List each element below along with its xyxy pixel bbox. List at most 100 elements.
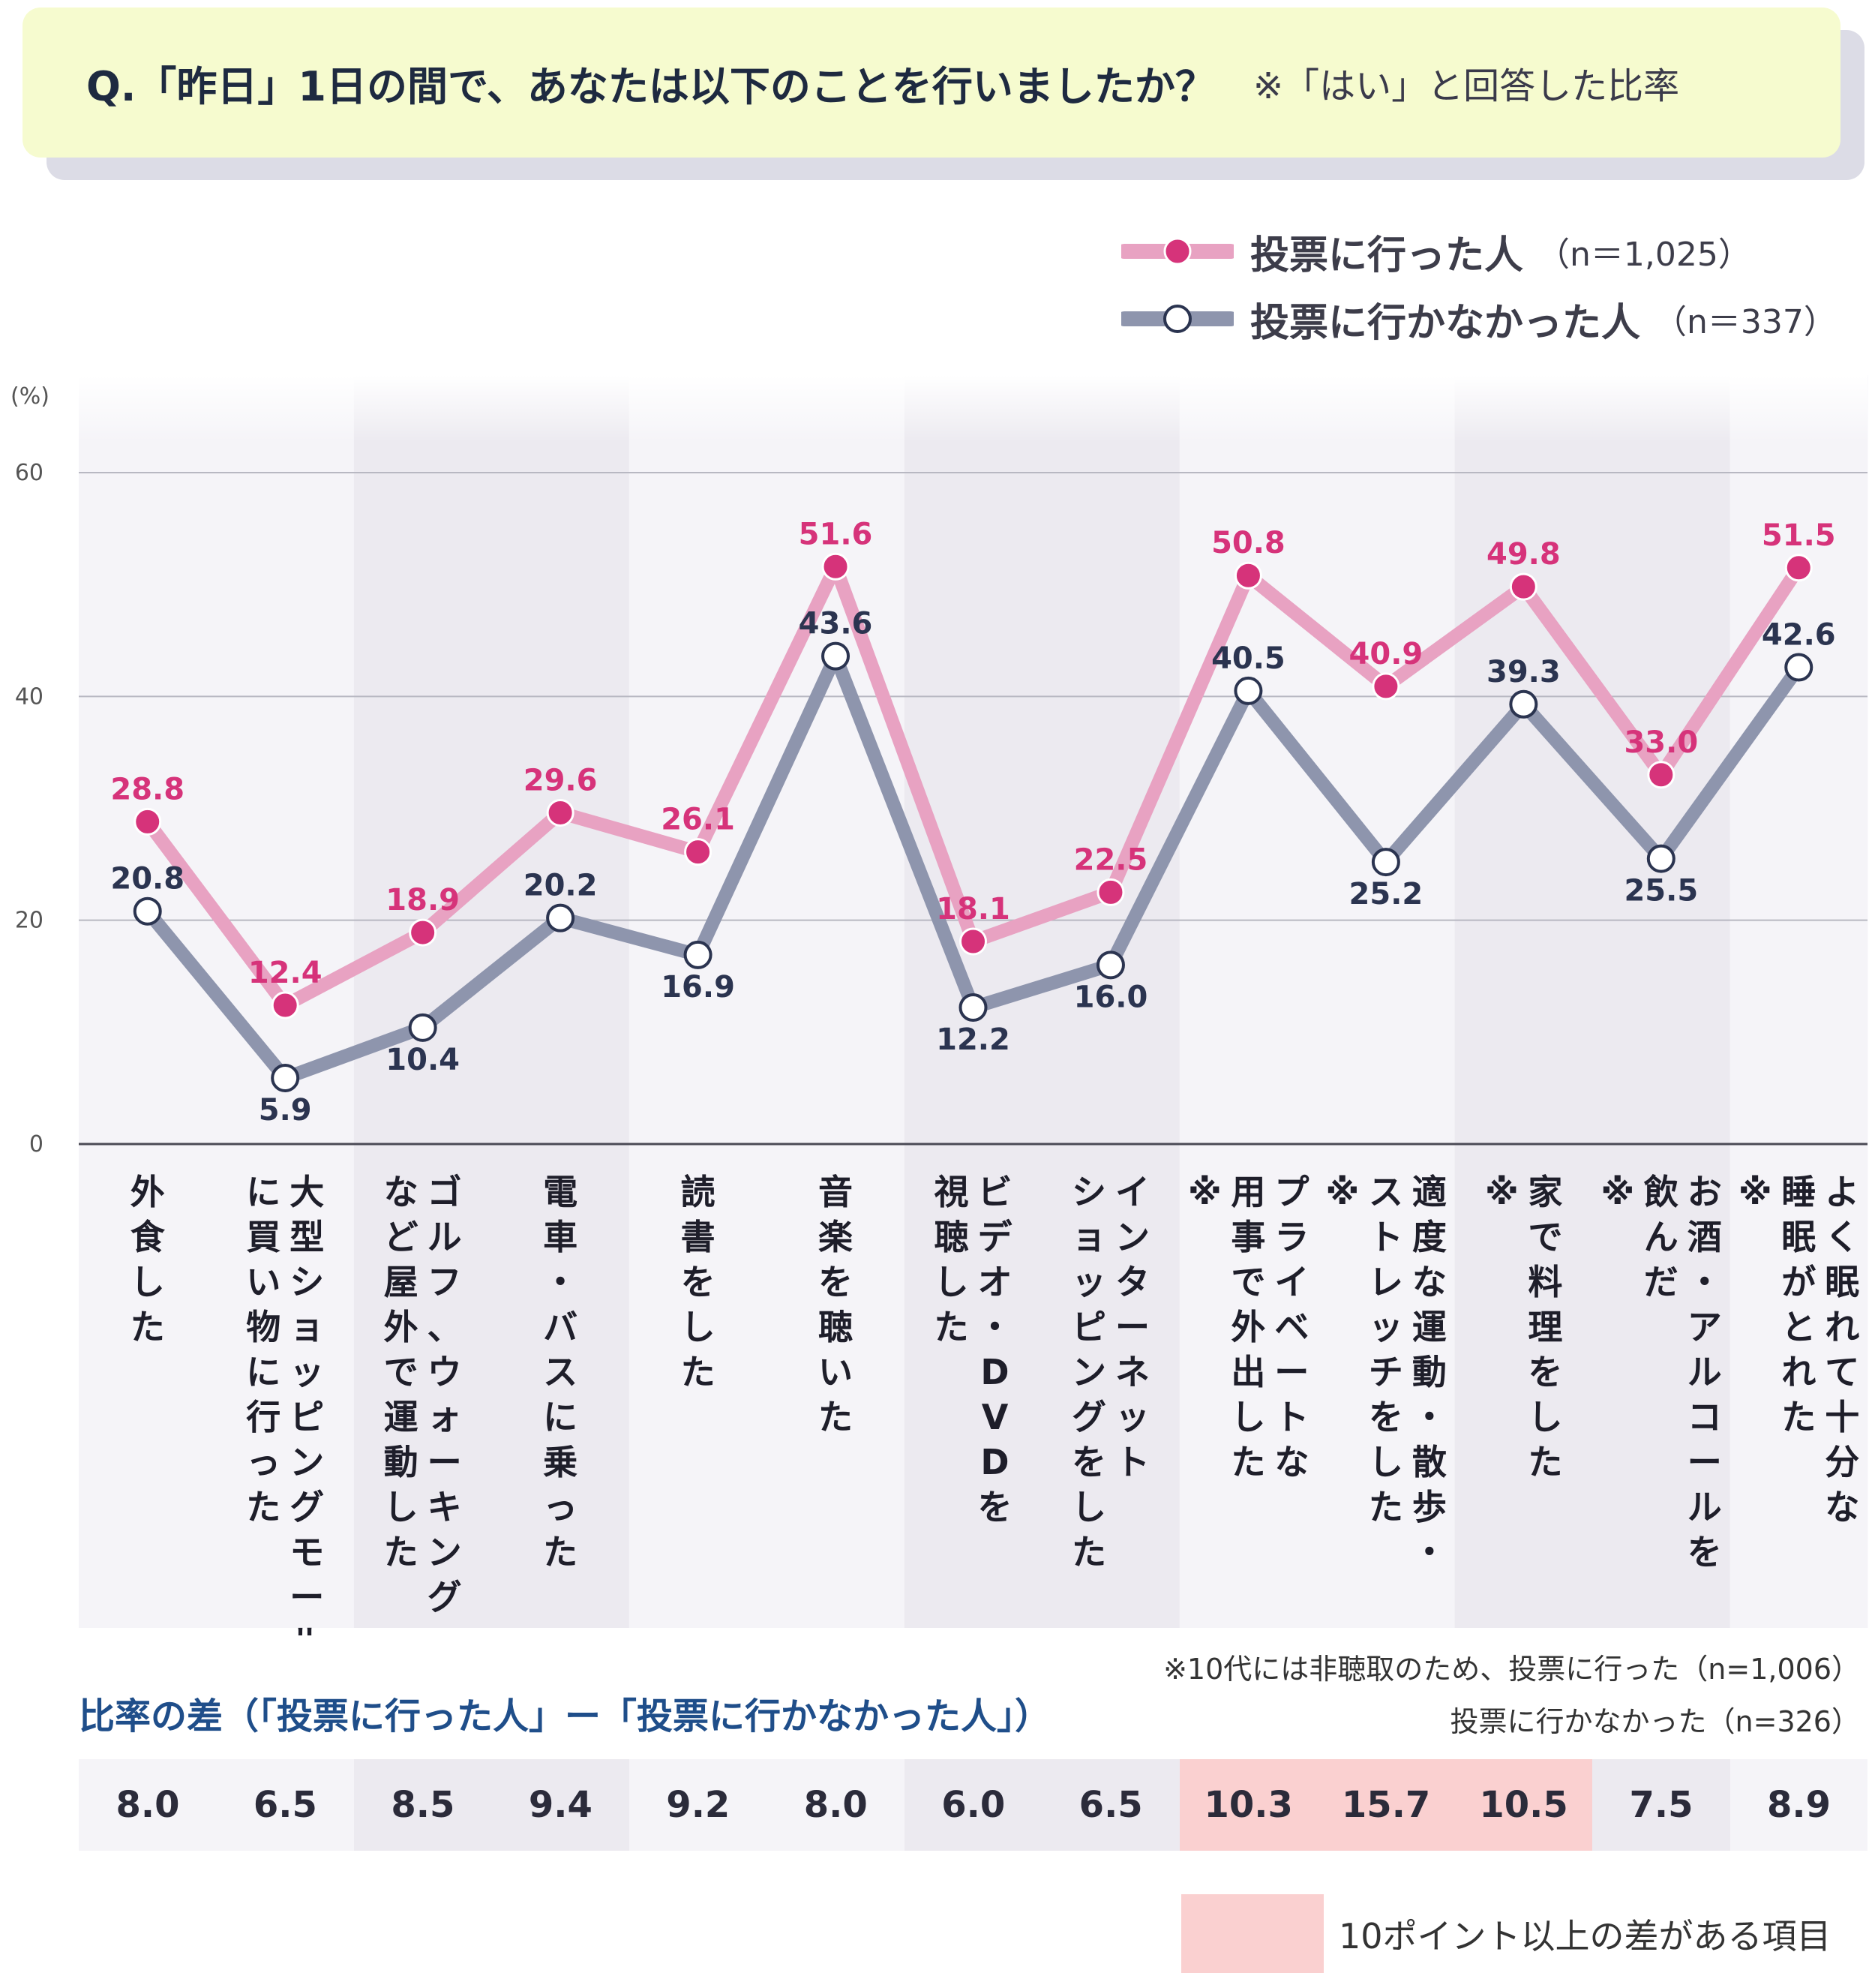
category-label-char: ウ (428, 1352, 462, 1392)
category-label-char: ト (1369, 1217, 1403, 1257)
data-label-voted: 12.4 (248, 956, 322, 990)
category-label-char: 運 (384, 1397, 418, 1437)
category-label-char: っ (246, 1442, 280, 1482)
difference-cell: 7.5 (1592, 1759, 1731, 1851)
category-label-char: た (384, 1532, 418, 1572)
category-label-char: 飲 (1644, 1172, 1679, 1212)
category-label-char: ど (384, 1217, 418, 1257)
category-label-char: ル (290, 1622, 324, 1635)
category-label-char: ー (1688, 1442, 1722, 1482)
difference-cell: 6.5 (1042, 1759, 1180, 1851)
category-label-char: お (1688, 1172, 1722, 1212)
category-label-char: コ (1688, 1397, 1722, 1437)
category-label-char: グ (1072, 1397, 1106, 1437)
difference-cell: 8.0 (79, 1759, 217, 1851)
category-label-char: シ (290, 1262, 324, 1302)
category-label-char: し (1369, 1442, 1403, 1482)
difference-cell: 8.9 (1730, 1759, 1868, 1851)
category-label-char: な (1825, 1487, 1859, 1527)
footnote: ※10代には非聴取のため、投票に行った（n=1,006） 投票に行かなかった（n… (1163, 1643, 1860, 1748)
category-label-char: タ (1115, 1262, 1150, 1302)
marker-not-voted (271, 1063, 300, 1092)
marker-not-voted (683, 940, 712, 969)
category-label-char: ア (1688, 1307, 1722, 1347)
difference-cell: 10.5 (1454, 1759, 1593, 1851)
y-tick-label: 0 (29, 1131, 44, 1158)
category-label-char: た (681, 1352, 716, 1392)
category-label-char: ン (290, 1442, 324, 1482)
category-label-char: し (681, 1307, 716, 1347)
data-label-not-voted: 5.9 (259, 1093, 312, 1128)
category-label-char: ス (543, 1352, 578, 1392)
marker-voted (1096, 878, 1125, 906)
category-label-char: と (1781, 1307, 1816, 1347)
column-band (1592, 375, 1731, 1628)
column-band (79, 375, 217, 1628)
category-label-char: キ (428, 1487, 462, 1527)
marker-not-voted (1371, 848, 1400, 877)
data-label-not-voted: 20.2 (524, 869, 598, 903)
marker-voted (1647, 761, 1676, 789)
category-label-char: し (130, 1262, 165, 1302)
category-label-char: 乗 (543, 1442, 578, 1482)
marker-not-voted (1096, 950, 1125, 980)
category-label-char: 車 (543, 1217, 578, 1257)
category-label-char: を (1688, 1532, 1722, 1572)
question-note: ※「はい」と回答した比率 (1252, 65, 1680, 107)
category-label-char: ン (1072, 1352, 1106, 1392)
category-label-char: く (1825, 1217, 1859, 1257)
data-label-not-voted: 25.2 (1349, 877, 1424, 911)
category-label-char: て (1825, 1352, 1859, 1392)
difference-cell: 15.7 (1317, 1759, 1456, 1851)
category-label-char: 散 (1412, 1442, 1447, 1482)
footnote-line-2: 投票に行かなかった（n=326） (1450, 1705, 1860, 1738)
category-label-char: ス (1369, 1172, 1403, 1212)
category-label-char: 聴 (934, 1217, 969, 1257)
category-label-char: シ (1072, 1172, 1106, 1212)
marker-voted (409, 918, 437, 947)
difference-cell: 8.5 (353, 1759, 492, 1851)
category-label-char: 電 (543, 1172, 578, 1212)
difference-cell: 9.4 (491, 1759, 630, 1851)
marker-not-voted (1509, 689, 1538, 719)
data-label-not-voted: 25.5 (1624, 874, 1698, 908)
category-label-char: 書 (681, 1217, 716, 1257)
category-label-char: イ (1115, 1172, 1150, 1212)
category-label-char: ー (428, 1442, 462, 1482)
column-band (353, 375, 492, 1628)
category-label-char: 分 (1825, 1442, 1859, 1482)
line-chart: 0 20 40 60 (%) 28.8 12.4 18.9 29.6 26.1 51.6 18.1 22… (10, 375, 1868, 1635)
category-label-char: を (1369, 1397, 1403, 1437)
category-label-char: デ (978, 1217, 1013, 1257)
category-label-char: た (543, 1532, 578, 1572)
category-label-char: 適 (1412, 1172, 1447, 1212)
marker-not-voted (546, 903, 575, 932)
category-label-char: ン (1115, 1217, 1150, 1257)
category-label-char: 食 (130, 1217, 166, 1257)
category-label-char: い (246, 1262, 280, 1302)
category-label-char: ※ (1738, 1172, 1772, 1212)
category-label-char: 、 (428, 1307, 462, 1347)
difference-cell: 6.0 (904, 1759, 1042, 1851)
category-label-char: ・ (1688, 1262, 1722, 1302)
category-label-char: た (934, 1307, 969, 1347)
category-label-char: 行 (246, 1397, 280, 1437)
category-label-char: 睡 (1781, 1172, 1816, 1212)
question-box: Q.「昨日」1日の間で、あなたは以下のことを行いましたか？ ※「はい」と回答した… (22, 8, 1840, 158)
category-label-char: グ (428, 1577, 462, 1617)
marker-voted (1234, 561, 1262, 590)
category-label-char: ッ (290, 1352, 324, 1392)
category-label-char: ー (290, 1577, 324, 1617)
category-label-char: ッ (1072, 1262, 1106, 1302)
data-label-not-voted: 43.6 (799, 607, 873, 641)
category-label-char: し (1072, 1487, 1106, 1527)
category-label-char: 屋 (384, 1262, 418, 1302)
category-label-char: ピ (290, 1397, 324, 1437)
